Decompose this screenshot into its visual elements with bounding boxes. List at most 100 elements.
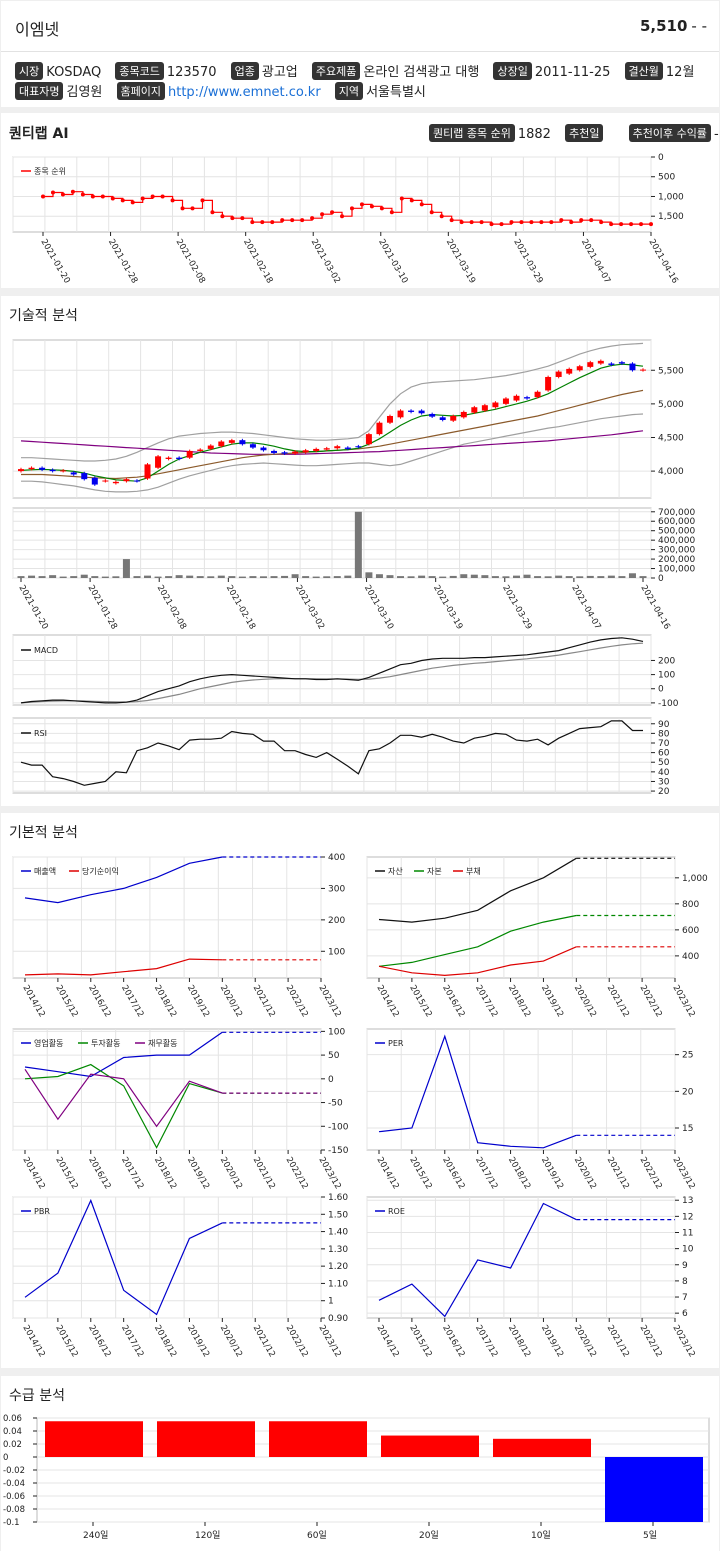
cashflow-legend-label: 재무활동 (148, 1038, 177, 1048)
volume-bar (112, 576, 120, 578)
volume-y-tick-label: 200,000 (658, 555, 695, 565)
roe-x-tick-label: 2016/12 (440, 1324, 466, 1360)
rank-y-tick-label: 1,000 (658, 192, 684, 202)
per-x-tick-label: 2017/12 (473, 1156, 499, 1192)
sales-x-tick-label: 2018/12 (152, 984, 178, 1020)
per-x-tick-label: 2014/12 (374, 1156, 400, 1192)
stock-title-bar: 이엠넷 5,510- - (1, 1, 719, 52)
rank-x-tick-label: 2021-03-02 (309, 238, 342, 286)
pbr-y-tick-label: 1.30 (328, 1245, 348, 1255)
roe-series-line (378, 1202, 577, 1318)
supply-y-tick-label: 0.02 (3, 1440, 22, 1450)
rank-point (439, 214, 444, 219)
sales-series-line (24, 958, 223, 976)
supply-y-tick-label: 0.04 (3, 1427, 22, 1437)
candle-body (28, 467, 35, 470)
info-value-code: 123570 (166, 65, 217, 80)
candle-body (365, 434, 372, 445)
homepage-link[interactable]: http://www.emnet.co.kr (168, 85, 321, 100)
volume-bar (323, 576, 331, 578)
rank-point (310, 216, 315, 221)
volume-bar (618, 576, 626, 578)
rank-x-tick-label: 2021-04-07 (579, 238, 612, 286)
per-x-tick-label: 2022/12 (638, 1156, 664, 1192)
cashflow-legend-label: 영업활동 (34, 1038, 63, 1048)
rank-point (290, 218, 295, 223)
supply-y-tick-label: -0.02 (3, 1466, 25, 1476)
stock-header-card: 이엠넷 5,510- - 시장 KOSDAQ 종목코드 123570 업종 광고업 주… (1, 1, 719, 107)
balance-x-tick-label: 2022/12 (638, 984, 664, 1020)
candle-body (618, 362, 625, 364)
sales-x-tick-label: 2021/12 (251, 984, 277, 1020)
rank-point (359, 202, 364, 207)
pbr-y-tick-label: 1.50 (328, 1210, 348, 1220)
candle-body (355, 446, 362, 448)
pbr-y-tick-label: 1.40 (328, 1228, 348, 1238)
rank-point (499, 222, 504, 227)
rank-point (180, 206, 185, 211)
info-label-market: 시장 (15, 62, 44, 80)
rank-point (449, 218, 454, 223)
per-x-tick-label: 2023/12 (670, 1156, 696, 1192)
candle-body (91, 477, 98, 485)
balance-y-tick-label: 600 (682, 926, 699, 936)
rank-point (619, 222, 624, 227)
candle-body (555, 371, 562, 377)
volume-bar (38, 576, 46, 578)
volume-bar (59, 576, 67, 578)
cashflow-y-tick-label: 100 (328, 1027, 345, 1037)
roe-y-tick-label: 7 (682, 1293, 688, 1303)
volume-bar (270, 576, 278, 578)
rank-point (50, 190, 55, 195)
volume-bar (460, 574, 468, 578)
rank-point (60, 192, 65, 197)
rank-point (589, 218, 594, 223)
rank-point (569, 220, 574, 225)
pbr-x-tick-label: 2018/12 (152, 1324, 178, 1360)
info-value-listing-date: 2011-11-25 (534, 65, 611, 80)
sales-y-tick-label: 400 (328, 853, 345, 863)
rank-point (210, 210, 215, 215)
cashflow-x-tick-label: 2015/12 (53, 1156, 79, 1192)
volume-bar (228, 576, 236, 578)
volume-bar (302, 576, 310, 578)
rank-point (539, 220, 544, 225)
rank-point (320, 212, 325, 217)
roe-x-tick-label: 2014/12 (374, 1324, 400, 1360)
rank-point (280, 218, 285, 223)
balance-series-line (378, 946, 577, 977)
volume-x-tick-label: 2021-01-28 (86, 584, 119, 632)
cashflow-series-line (24, 1068, 223, 1128)
info-value-region: 서울특별시 (366, 85, 426, 100)
rank-x-tick-label: 2021-02-08 (174, 238, 207, 286)
candle-body (281, 452, 288, 454)
macd-y-tick-label: 0 (658, 685, 664, 695)
balance-y-tick-label: 400 (682, 952, 699, 962)
per-x-tick-label: 2015/12 (407, 1156, 433, 1192)
per-x-tick-label: 2020/12 (572, 1156, 598, 1192)
rank-value: 1882 (517, 127, 551, 142)
candle-body (70, 472, 77, 475)
candle-body (408, 410, 415, 412)
sales-x-tick-label: 2023/12 (316, 984, 342, 1020)
roe-y-tick-label: 12 (682, 1212, 693, 1222)
balance-series-line (378, 914, 577, 967)
pbr-x-tick-label: 2019/12 (185, 1324, 211, 1360)
sales-x-tick-label: 2019/12 (185, 984, 211, 1020)
rank-point (340, 214, 345, 219)
rank-point (250, 220, 255, 225)
candle-body (597, 360, 604, 364)
candle-body (629, 363, 636, 371)
balance-x-tick-label: 2015/12 (407, 984, 433, 1020)
volume-y-tick-label: 0 (658, 574, 664, 584)
cashflow-y-tick-label: -100 (328, 1122, 349, 1132)
volume-bar (133, 576, 141, 578)
rsi-y-tick-label: 40 (658, 768, 670, 778)
pbr-x-tick-label: 2014/12 (20, 1324, 46, 1360)
candle-body (344, 447, 351, 449)
volume-x-tick-label: 2021-02-18 (224, 584, 257, 632)
quant-ai-summary: 퀀티랩 종목 순위 1882 추천일 추천이후 수익률 - (429, 124, 719, 142)
volume-bar (101, 576, 109, 578)
info-label-fiscal-month: 결산월 (624, 62, 663, 80)
